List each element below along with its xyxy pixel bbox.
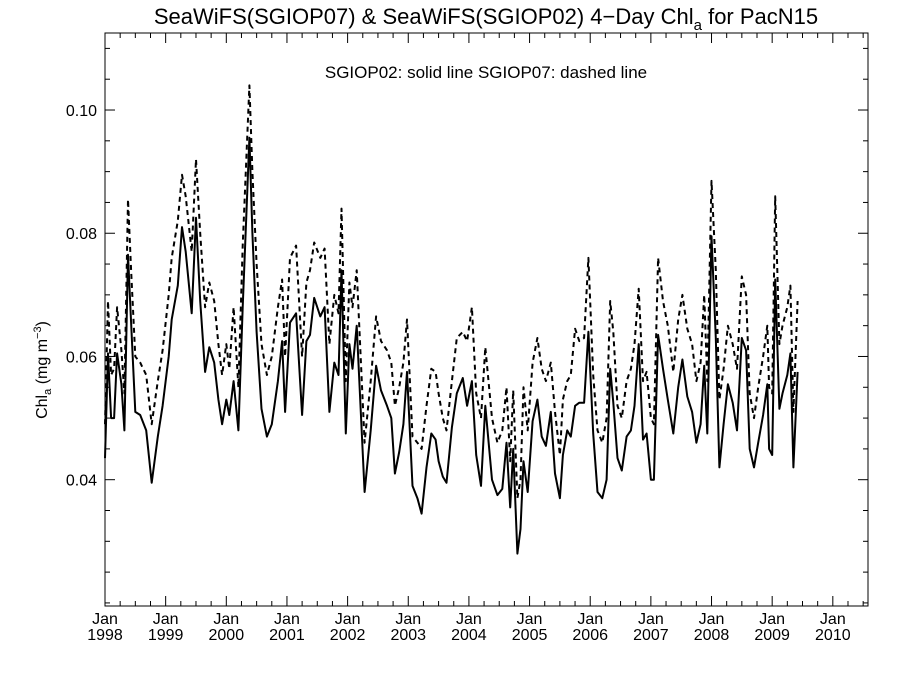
series-line-sgiop07 [104,84,799,500]
x-tick-label-year: 2007 [633,627,669,644]
x-tick-label-year: 2003 [390,627,426,644]
y-tick-label: 0.08 [66,226,97,243]
series-layer [104,84,799,555]
plot-area [104,32,869,607]
y-tick-label: 0.06 [66,349,97,366]
x-tick-label-year: 1999 [148,627,184,644]
x-tick-label-month: Jan [517,611,543,628]
x-tick-label-month: Jan [153,611,179,628]
x-tick-label-month: Jan [638,611,664,628]
x-tick-label-month: Jan [820,611,846,628]
axes-layer: 0.040.060.080.10Jan1998Jan1999Jan2000Jan… [66,33,868,644]
x-tick-label-year: 2009 [754,627,790,644]
x-tick-label-month: Jan [335,611,361,628]
x-tick-label-month: Jan [395,611,421,628]
plot-frame [104,32,869,607]
y-tick-label: 0.10 [66,103,97,120]
x-tick-label-year: 2006 [572,627,608,644]
svg-text:Chla (mg m−3): Chla (mg m−3) [32,321,54,419]
x-tick-label-year: 2008 [694,627,730,644]
chart-title: SeaWiFS(SGIOP07) & SeaWiFS(SGIOP02) 4−Da… [154,4,818,34]
x-tick-label-month: Jan [759,611,785,628]
x-tick-label-year: 2005 [512,627,548,644]
line-style-note: SGIOP02: solid line SGIOP07: dashed line [325,63,647,82]
x-tick-label-month: Jan [92,611,118,628]
x-tick-label-year: 2004 [451,627,487,644]
x-tick-label-month: Jan [456,611,482,628]
x-tick-label-month: Jan [699,611,725,628]
y-tick-label: 0.04 [66,473,97,490]
y-axis-label: Chla (mg m−3) [32,321,54,419]
x-tick-label-year: 2000 [209,627,245,644]
x-tick-label-month: Jan [213,611,239,628]
x-tick-label-year: 2002 [330,627,366,644]
x-tick-label-month: Jan [274,611,300,628]
x-tick-label-year: 2001 [269,627,305,644]
x-tick-label-year: 1998 [87,627,123,644]
x-tick-label-year: 2010 [815,627,851,644]
x-tick-label-month: Jan [577,611,603,628]
series-line-sgiop02 [104,136,799,555]
